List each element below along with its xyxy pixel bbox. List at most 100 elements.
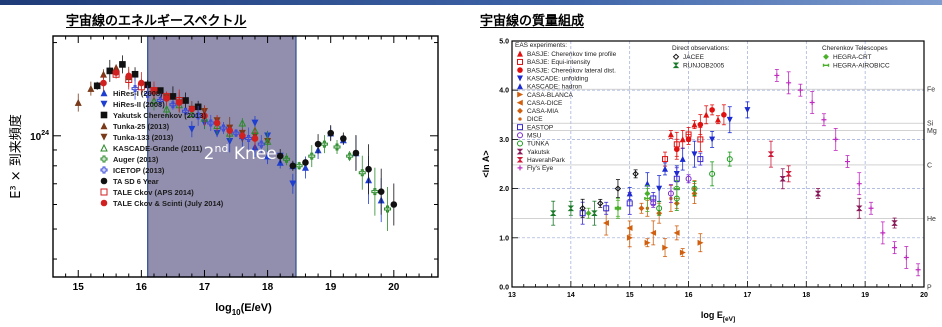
data-point xyxy=(194,112,202,120)
legend-label: DICE xyxy=(527,116,543,123)
data-point xyxy=(264,152,272,160)
data-point xyxy=(821,117,827,123)
data-point xyxy=(352,149,360,157)
legend-marker xyxy=(100,177,108,185)
data-point xyxy=(320,140,328,148)
data-point xyxy=(650,200,657,207)
x-tick-label: 18 xyxy=(802,292,810,299)
data-point xyxy=(667,131,674,138)
data-point xyxy=(201,112,208,120)
data-point xyxy=(685,175,692,182)
x-tick-label: 19 xyxy=(861,292,869,299)
legend-label: HEGRA-AIROBICC xyxy=(833,63,890,70)
data-point xyxy=(632,170,639,178)
data-point xyxy=(87,84,95,92)
data-point xyxy=(868,205,874,211)
data-point xyxy=(915,267,921,273)
legend-label: TALE Ckov (APS 2014) xyxy=(113,188,194,197)
header-bar xyxy=(0,0,942,5)
legend-label: HiRes-I (2008) xyxy=(113,89,163,98)
data-point xyxy=(93,82,101,90)
data-point xyxy=(567,205,575,212)
y-tick-label: 2.0 xyxy=(499,186,509,193)
series-0 xyxy=(667,105,721,149)
legend-marker xyxy=(517,165,523,171)
y-tick-exponent: 24 xyxy=(41,130,49,137)
data-point xyxy=(333,143,341,151)
legend-marker xyxy=(100,155,108,163)
x-tick-label: 15 xyxy=(73,282,85,293)
legend-marker xyxy=(516,148,524,155)
data-point xyxy=(786,80,792,86)
legend-spectrum: HiRes-I (2008) HiRes-II (2008) Yakutsk Che… xyxy=(100,89,224,208)
data-point xyxy=(182,107,190,115)
data-point xyxy=(662,244,669,251)
data-point xyxy=(774,72,780,78)
x-axis-label-composition: log E[eV] xyxy=(701,310,735,323)
legend-label: TALE Ckov & Scinti (July 2014) xyxy=(113,199,224,208)
data-point xyxy=(614,185,622,192)
legend-label: CASA-BLANCA xyxy=(527,92,574,99)
data-point xyxy=(169,93,177,100)
data-point xyxy=(679,155,686,162)
legend-label: Fly's Eye xyxy=(527,165,554,172)
legend-label: Tunka-133 (2013) xyxy=(113,133,174,142)
data-point xyxy=(390,201,398,208)
data-point xyxy=(785,171,792,177)
data-point xyxy=(697,121,704,128)
legend-label: BASJE: Cherenkov time profile xyxy=(527,51,617,58)
data-point xyxy=(880,230,886,236)
data-point xyxy=(276,152,284,160)
legend-marker xyxy=(517,140,523,147)
legend-marker xyxy=(822,63,830,67)
data-point xyxy=(74,98,82,106)
second-knee-rest: Knee xyxy=(228,144,276,164)
data-point xyxy=(175,99,183,106)
legend-label: Yakutsk Cherenkov (2013) xyxy=(113,111,206,120)
data-point xyxy=(358,169,366,177)
series-3 xyxy=(656,101,751,203)
data-point xyxy=(585,210,592,217)
data-point xyxy=(125,72,133,80)
data-point xyxy=(697,136,704,143)
x-axis-label-rest: (E/eV) xyxy=(241,302,273,314)
x-tick-label: 14 xyxy=(567,292,575,299)
series-7 xyxy=(131,77,265,154)
data-point xyxy=(182,97,189,104)
element-label: He xyxy=(927,216,936,223)
data-point xyxy=(365,165,372,173)
data-point xyxy=(626,234,633,241)
data-point xyxy=(614,206,622,210)
data-point xyxy=(162,104,171,113)
x-tick-label: 18 xyxy=(262,282,274,293)
data-point xyxy=(251,119,259,127)
series-8 xyxy=(276,125,398,226)
legend-marker xyxy=(518,117,522,121)
legend-marker xyxy=(672,62,680,69)
data-point xyxy=(591,210,598,216)
data-point xyxy=(346,152,354,160)
data-point xyxy=(245,135,253,143)
data-point xyxy=(169,101,177,109)
data-point xyxy=(301,163,309,171)
data-point xyxy=(257,140,265,148)
data-point xyxy=(833,136,839,142)
x-tick-label: 16 xyxy=(685,292,693,299)
data-point xyxy=(377,188,385,195)
chart-title-composition: 宇宙線の質量組成 xyxy=(480,14,585,29)
data-point xyxy=(283,155,291,163)
data-point xyxy=(679,249,686,256)
data-point xyxy=(814,190,822,197)
data-point xyxy=(644,239,651,246)
legend-marker xyxy=(516,156,524,163)
data-point xyxy=(626,200,633,207)
y-tick-label: 3.0 xyxy=(499,137,509,144)
element-label: Si xyxy=(927,121,934,128)
data-point xyxy=(289,162,297,170)
data-point xyxy=(721,112,727,118)
y-axis-label-spectrum: E³ × 到来頻度 xyxy=(8,114,24,199)
legend-head-cherenkov: Cherenkov Telescopes xyxy=(822,45,888,52)
legend-marker xyxy=(517,50,523,57)
second-knee-band xyxy=(147,35,297,278)
y-tick-label: 1024 xyxy=(30,130,49,143)
